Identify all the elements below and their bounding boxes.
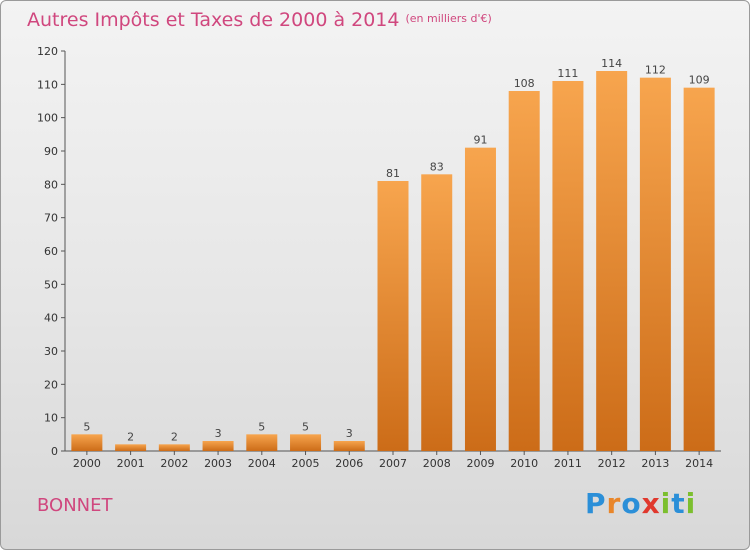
x-tick-label: 2003: [204, 457, 232, 470]
bar: [202, 441, 234, 451]
bar: [158, 444, 190, 451]
bar-value-label: 83: [430, 160, 444, 173]
y-tick-label: 20: [44, 378, 58, 391]
x-tick-label: 2006: [335, 457, 363, 470]
bar: [639, 77, 671, 452]
y-tick-label: 60: [44, 245, 58, 258]
bar: [377, 181, 409, 451]
y-tick-label: 40: [44, 312, 58, 325]
x-tick-label: 2001: [117, 457, 145, 470]
x-tick-label: 2004: [248, 457, 276, 470]
y-tick-label: 30: [44, 345, 58, 358]
chart-title-unit: (en milliers d'€): [405, 12, 492, 25]
bar: [290, 434, 322, 451]
y-tick-label: 100: [37, 112, 58, 125]
y-tick-label: 70: [44, 212, 58, 225]
x-tick-label: 2008: [423, 457, 451, 470]
y-tick-label: 80: [44, 178, 58, 191]
proxiti-logo[interactable]: Proxiti: [585, 487, 696, 520]
bar-value-label: 111: [557, 67, 578, 80]
y-tick-label: 120: [37, 45, 58, 58]
x-tick-label: 2002: [160, 457, 188, 470]
bar: [421, 174, 453, 452]
bar-value-label: 5: [302, 420, 309, 433]
bar-value-label: 5: [83, 420, 90, 433]
x-tick-label: 2000: [73, 457, 101, 470]
bar: [246, 434, 278, 451]
x-tick-label: 2014: [685, 457, 713, 470]
x-tick-label: 2009: [466, 457, 494, 470]
x-tick-label: 2005: [292, 457, 320, 470]
y-tick-label: 110: [37, 78, 58, 91]
y-tick-label: 10: [44, 412, 58, 425]
bar: [683, 87, 715, 452]
bar-value-label: 109: [689, 74, 710, 87]
bar-value-label: 108: [514, 77, 535, 90]
logo-letter: i: [685, 487, 697, 520]
bar: [508, 91, 540, 451]
bar: [333, 441, 365, 451]
logo-letter: x: [641, 487, 661, 520]
bar: [115, 444, 147, 451]
logo-letter: o: [621, 487, 642, 520]
bar: [596, 71, 628, 451]
bar-value-label: 2: [127, 430, 134, 443]
bar-value-label: 5: [258, 420, 265, 433]
x-tick-label: 2010: [510, 457, 538, 470]
bar-value-label: 3: [215, 427, 222, 440]
x-tick-label: 2011: [554, 457, 582, 470]
town-name: BONNET: [37, 495, 113, 516]
bar-value-label: 91: [473, 134, 487, 147]
bar-value-label: 81: [386, 167, 400, 180]
bar: [464, 147, 496, 451]
logo-letter: i: [660, 487, 672, 520]
bar: [71, 434, 103, 451]
bar-value-label: 112: [645, 64, 666, 77]
y-tick-label: 50: [44, 278, 58, 291]
bar-value-label: 114: [601, 57, 622, 70]
y-tick-label: 0: [51, 445, 58, 458]
x-tick-label: 2013: [641, 457, 669, 470]
chart-data-labels: 5 2 2 3 5 5 3 81 83 91 108 111 114 112 109: [83, 57, 709, 443]
logo-letter: r: [606, 487, 622, 520]
x-tick-label: 2012: [598, 457, 626, 470]
bar-value-label: 2: [171, 430, 178, 443]
bar-value-label: 3: [346, 427, 353, 440]
chart-bars: [71, 71, 715, 452]
logo-letter: t: [671, 487, 686, 520]
logo-letter: P: [585, 487, 607, 520]
x-tick-label: 2007: [379, 457, 407, 470]
bar: [552, 81, 584, 451]
y-tick-label: 90: [44, 145, 58, 158]
chart-title-main: Autres Impôts et Taxes de 2000 à 2014: [27, 9, 400, 31]
chart-title: Autres Impôts et Taxes de 2000 à 2014 (en…: [27, 9, 492, 31]
